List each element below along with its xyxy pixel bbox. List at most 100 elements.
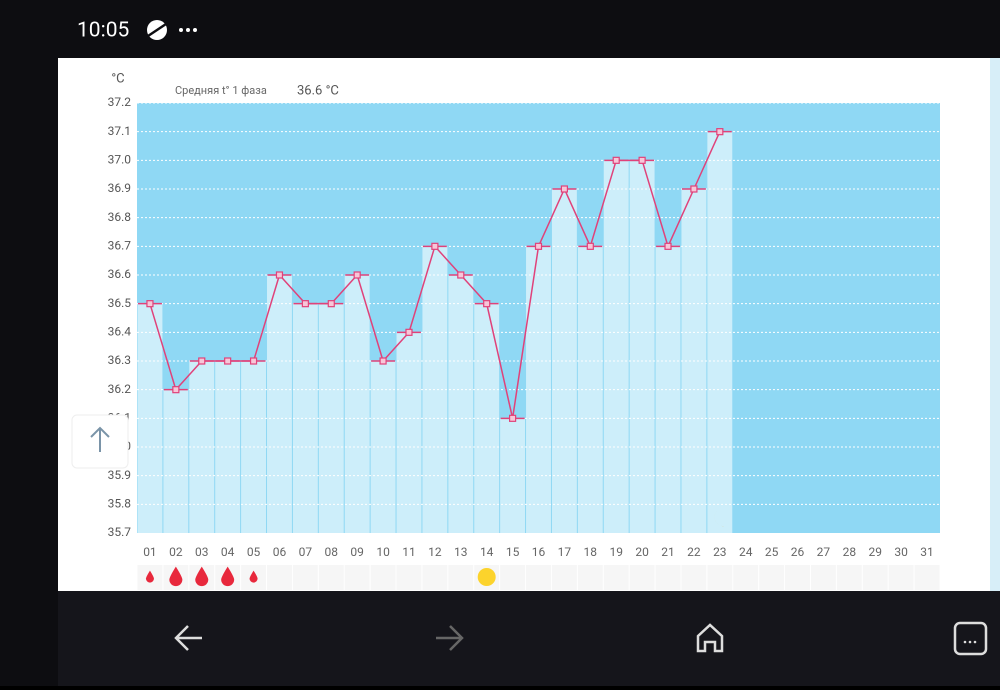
point <box>319 300 344 308</box>
y-tick-label: 37.0 <box>108 153 132 167</box>
icon-cell <box>577 565 603 590</box>
point <box>215 357 240 365</box>
point <box>163 386 188 394</box>
x-tick-label: 22 <box>687 545 701 559</box>
x-tick-label: 20 <box>635 545 649 559</box>
point <box>293 300 318 308</box>
average-value: 36.6 °C <box>297 83 339 98</box>
point <box>448 271 473 279</box>
point <box>267 271 292 279</box>
icon-cell <box>862 565 888 590</box>
x-tick-label: 31 <box>920 545 934 559</box>
point-marker <box>146 300 154 308</box>
scroll-up-button[interactable] <box>71 414 129 469</box>
y-tick-label: 36.8 <box>108 210 132 224</box>
point <box>189 357 214 365</box>
y-tick-label: 35.7 <box>108 525 132 539</box>
icon-cell <box>603 565 629 590</box>
x-tick-label: 16 <box>532 545 546 559</box>
icon-cell <box>810 565 836 590</box>
x-tick-label: 14 <box>480 545 494 559</box>
bar <box>500 418 526 533</box>
point-marker <box>327 300 335 308</box>
x-tick-label: 17 <box>558 545 572 559</box>
x-tick-label: 23 <box>713 545 727 559</box>
ovulation-icon <box>477 568 496 586</box>
bar <box>344 275 370 533</box>
point-marker <box>586 242 594 250</box>
point-marker <box>301 300 309 308</box>
icon-cell <box>551 565 577 590</box>
y-tick-label: 36.6 <box>108 267 132 281</box>
point-marker <box>198 357 206 365</box>
bar <box>603 160 629 534</box>
icon-cell <box>448 565 474 590</box>
bar <box>267 275 292 533</box>
x-tick-label: 01 <box>143 545 157 559</box>
point <box>138 300 162 308</box>
y-tick-label: 36.9 <box>108 181 131 195</box>
tabs-button[interactable] <box>953 621 988 656</box>
y-tick-label: 36.4 <box>108 325 132 339</box>
x-tick-label: 06 <box>273 545 287 559</box>
x-tick-label: 02 <box>169 545 183 559</box>
x-tick-label: 25 <box>765 545 779 559</box>
point-marker <box>457 271 465 279</box>
icon-cell <box>344 565 370 590</box>
x-tick-label: 05 <box>247 545 261 559</box>
icon-cell <box>836 565 862 590</box>
point-marker <box>224 357 232 365</box>
icon-cell <box>681 565 707 590</box>
point <box>474 300 499 308</box>
bar <box>215 361 241 533</box>
icon-cell <box>785 565 810 590</box>
y-tick-label: 37.2 <box>108 95 132 109</box>
x-tick-label: 27 <box>817 545 831 559</box>
point-marker <box>612 156 620 164</box>
back-button[interactable] <box>174 625 202 651</box>
unit-label: °C <box>111 71 124 86</box>
point <box>656 242 680 250</box>
x-tick-label: 19 <box>609 545 623 559</box>
icon-cell <box>707 565 733 590</box>
bar <box>707 131 733 533</box>
point <box>681 185 706 193</box>
drop-icon <box>221 566 235 587</box>
y-tick-label: 36.7 <box>108 239 132 253</box>
x-tick-label: 15 <box>506 545 520 559</box>
point-marker <box>508 414 517 422</box>
x-tick-label: 28 <box>843 545 857 559</box>
icon-cell <box>318 565 344 590</box>
point-marker <box>249 357 258 365</box>
home-button[interactable] <box>696 623 724 653</box>
forward-button[interactable] <box>436 625 464 651</box>
average-label: Средняя t° 1 фаза <box>175 84 267 97</box>
x-tick-label: 07 <box>299 545 313 559</box>
point <box>578 242 603 250</box>
point-marker <box>534 242 543 250</box>
x-tick-label: 03 <box>195 545 209 559</box>
nav-bar <box>58 591 1000 686</box>
x-tick-label: 10 <box>376 545 390 559</box>
icon-cell <box>629 565 655 590</box>
x-tick-label: 13 <box>454 545 468 559</box>
y-tick-label: 37.1 <box>108 124 131 138</box>
point <box>630 156 655 164</box>
point-marker <box>716 128 724 136</box>
point <box>707 128 732 136</box>
x-tick-label: 24 <box>739 545 753 559</box>
icon-cell <box>396 565 422 590</box>
point <box>604 156 629 164</box>
bar <box>163 389 189 533</box>
x-tick-label: 11 <box>402 545 416 559</box>
point-marker <box>638 156 646 164</box>
x-tick-label: 30 <box>894 545 908 559</box>
point <box>422 242 447 250</box>
x-tick-label: 21 <box>661 545 675 559</box>
x-tick-label: 18 <box>584 545 598 559</box>
icon-cell <box>370 565 396 590</box>
icon-cell <box>526 565 551 590</box>
icon-cell <box>655 565 681 590</box>
bar <box>396 332 422 533</box>
point <box>397 328 421 336</box>
